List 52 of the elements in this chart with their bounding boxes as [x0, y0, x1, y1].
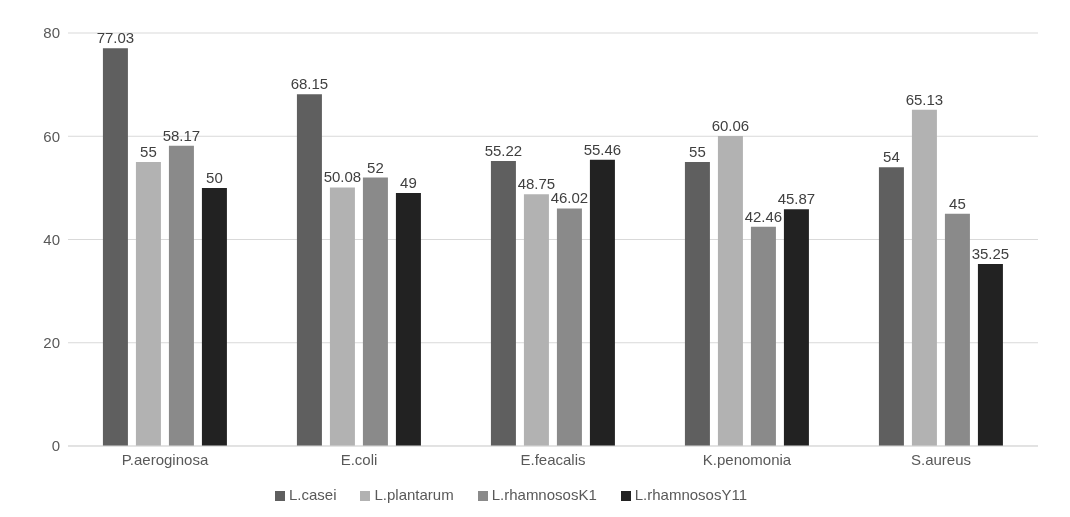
- data-label: 35.25: [971, 245, 1010, 263]
- bar: [490, 160, 516, 446]
- bar: [296, 94, 322, 446]
- data-label: 54: [883, 148, 900, 166]
- data-label: 50: [206, 168, 223, 186]
- y-tick-label: 0: [51, 437, 60, 455]
- data-label: 55: [140, 143, 157, 161]
- y-tick-label: 20: [43, 334, 60, 352]
- bar: [911, 109, 937, 446]
- bar: [684, 162, 710, 446]
- data-label: 55: [689, 143, 706, 161]
- bar: [783, 209, 809, 446]
- data-label: 58.17: [162, 126, 201, 144]
- bar: [717, 135, 743, 446]
- data-label: 49: [400, 174, 417, 192]
- bar: [395, 193, 421, 446]
- data-label: 42.46: [744, 207, 783, 225]
- bar: [102, 48, 128, 446]
- data-label: 55.22: [484, 141, 523, 159]
- data-label: 65.13: [905, 90, 944, 108]
- bar: [556, 208, 582, 446]
- x-tick-label: P.aeroginosa: [121, 450, 209, 468]
- y-tick-label: 40: [43, 230, 60, 248]
- bar: [750, 226, 776, 446]
- data-label: 77.03: [96, 29, 135, 47]
- bar: [878, 167, 904, 446]
- y-tick-label: 80: [43, 24, 60, 42]
- legend-label: L.casei: [288, 486, 337, 503]
- x-tick-label: E.feacalis: [520, 450, 586, 468]
- bar: [201, 187, 227, 446]
- bar: [329, 187, 355, 446]
- data-label: 60.06: [711, 116, 750, 134]
- data-label: 55.46: [583, 140, 622, 158]
- bar: [589, 159, 615, 446]
- bar: [135, 162, 161, 446]
- bar: [362, 177, 388, 446]
- bar: [944, 213, 970, 446]
- x-tick-label: K.penomonia: [702, 450, 792, 468]
- x-tick-label: E.coli: [340, 450, 378, 468]
- legend-label: L.plantarum: [374, 486, 454, 503]
- legend-label: L.rhamnososK1: [491, 486, 597, 503]
- bar: [523, 194, 549, 446]
- bar: [168, 145, 194, 446]
- data-label: 50.08: [323, 168, 362, 186]
- legend-label: L.rhamnososY11: [634, 486, 748, 503]
- y-tick-label: 60: [43, 127, 60, 145]
- data-label: 68.15: [290, 75, 329, 93]
- data-label: 45: [949, 194, 966, 212]
- data-label: 52: [367, 158, 384, 176]
- bar: [977, 264, 1003, 446]
- x-tick-label: S.aureus: [910, 450, 972, 468]
- data-label: 45.87: [777, 190, 816, 208]
